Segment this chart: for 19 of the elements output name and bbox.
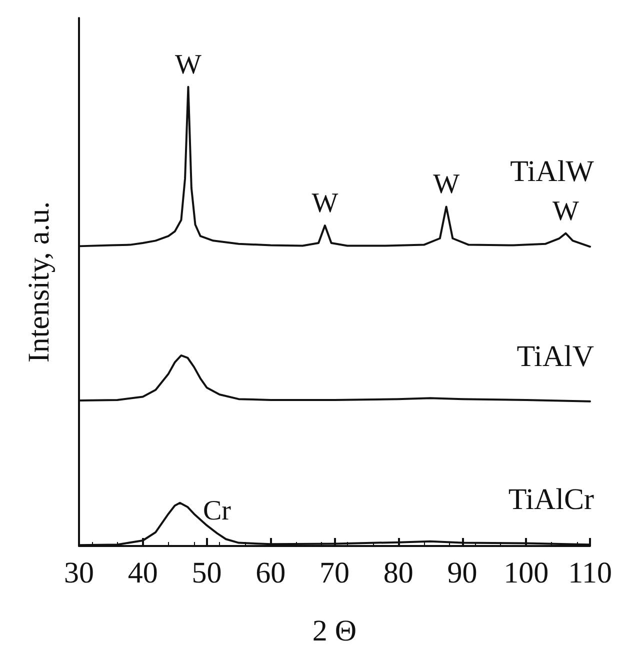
x-tick-label: 80 xyxy=(383,556,414,590)
x-tick-label: 30 xyxy=(64,556,94,590)
annotation: W xyxy=(552,196,580,227)
series-label: TiAlCr xyxy=(508,483,594,516)
x-tick-label: 100 xyxy=(504,556,549,590)
x-tick-label: 70 xyxy=(320,556,350,590)
x-tick-label: 60 xyxy=(256,556,286,590)
x-axis-title: 2 Θ xyxy=(312,614,357,648)
annotation: W xyxy=(175,49,202,80)
y-axis-title: Intensity, a.u. xyxy=(22,201,56,363)
x-tick-label: 40 xyxy=(128,556,158,590)
series-label: TiAlV xyxy=(516,340,594,373)
annotation: W xyxy=(433,169,460,200)
annotation: Cr xyxy=(202,496,232,527)
series-label: TiAlW xyxy=(510,155,595,188)
x-tick-label: 90 xyxy=(447,556,478,590)
x-tick-label: 50 xyxy=(192,556,222,590)
x-tick-label: 110 xyxy=(568,556,612,590)
annotation: W xyxy=(312,188,339,220)
